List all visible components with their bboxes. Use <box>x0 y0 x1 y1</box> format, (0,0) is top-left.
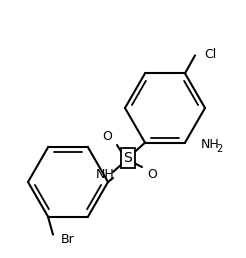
Text: Br: Br <box>61 233 75 246</box>
Text: S: S <box>124 151 132 165</box>
Text: O: O <box>147 168 157 181</box>
Text: NH: NH <box>201 138 220 151</box>
Text: NH: NH <box>96 168 114 181</box>
Text: Cl: Cl <box>204 48 216 61</box>
Text: 2: 2 <box>216 144 222 154</box>
Text: O: O <box>102 131 112 143</box>
